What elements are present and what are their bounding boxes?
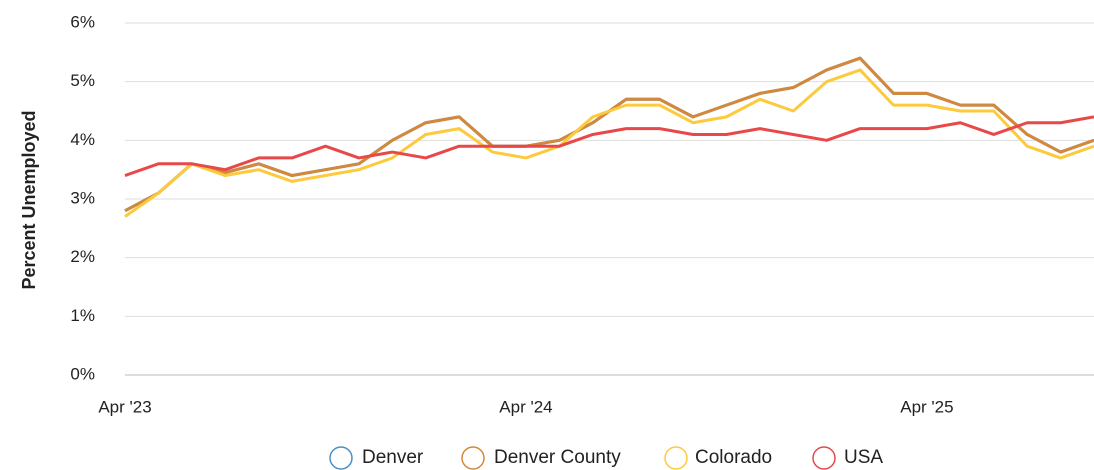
legend-label: USA (844, 447, 883, 468)
series-line (124, 115, 1094, 177)
series-line (124, 68, 1094, 218)
legend-marker (664, 446, 688, 470)
y-tick-label: 4% (70, 130, 95, 149)
y-tick-label: 2% (70, 247, 95, 266)
y-tick-label: 3% (70, 188, 95, 207)
y-tick-label: 6% (70, 12, 95, 31)
y-tick-label: 1% (70, 306, 95, 325)
legend-label: Denver County (494, 447, 621, 468)
series-line (124, 56, 1094, 213)
y-tick-label: 0% (70, 364, 95, 383)
legend-marker (461, 446, 485, 470)
series-line (124, 56, 1094, 213)
y-axis-label: Percent Unemployed (19, 110, 39, 289)
legend-marker (329, 446, 353, 470)
x-tick-label: Apr '25 (900, 397, 953, 416)
legend-marker (812, 446, 836, 470)
x-tick-label: Apr '23 (98, 397, 151, 416)
legend-label: Colorado (695, 447, 772, 468)
legend-label: Denver (362, 447, 424, 468)
x-tick-label: Apr '24 (499, 397, 552, 416)
y-tick-label: 5% (70, 71, 95, 90)
